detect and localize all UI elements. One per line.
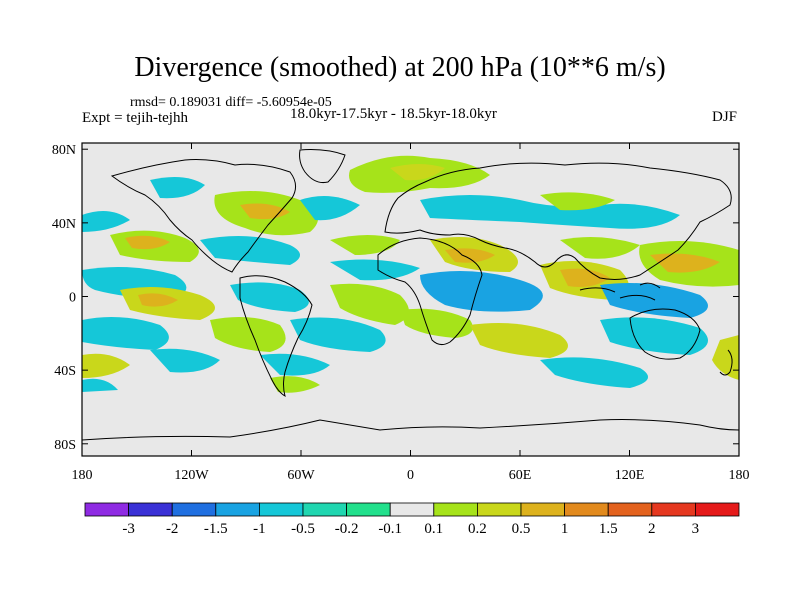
colorbar-swatch xyxy=(476,502,522,517)
field-patch xyxy=(260,353,330,376)
field-patch xyxy=(540,192,615,211)
field-patch xyxy=(560,268,610,287)
colorbar-swatch xyxy=(695,502,740,517)
field-patch xyxy=(400,308,473,338)
colorbar-swatch xyxy=(258,502,304,517)
field-patch xyxy=(600,282,708,318)
field-patch xyxy=(82,378,118,392)
colorbar-swatch xyxy=(302,502,347,517)
colorbar-label: -2 xyxy=(166,521,179,537)
field-patch xyxy=(330,283,409,325)
longitude-axis: 180 120W 60W 0 60E 120E 180 xyxy=(72,143,750,483)
lat-tick-label: 80S xyxy=(54,438,76,453)
colorbar-swatch xyxy=(171,502,217,517)
field-patch xyxy=(230,282,309,312)
coastline-new-zealand xyxy=(719,349,733,376)
colorbar-label: -1 xyxy=(253,521,266,537)
colorbar-label: 0.2 xyxy=(468,521,487,537)
stats-label: rmsd= 0.189031 diff= -5.60954e-05 xyxy=(130,95,332,110)
colorbar-label: 1.5 xyxy=(599,521,618,537)
colorbar-label: 3 xyxy=(692,521,700,537)
colorbar-label: 2 xyxy=(648,521,656,537)
coastline-north-america xyxy=(110,159,296,273)
field-patch xyxy=(600,317,708,355)
field-patch xyxy=(650,253,720,273)
field-patch xyxy=(300,196,360,221)
lon-tick-label: 180 xyxy=(729,468,750,483)
field-patch xyxy=(560,236,640,259)
colorbar-label: 0.5 xyxy=(512,521,531,537)
colorbar-label: -0.5 xyxy=(291,521,315,537)
coastline-australia xyxy=(629,308,701,360)
lat-tick-label: 80N xyxy=(52,143,76,158)
coastline-maritime-continent xyxy=(579,282,661,301)
field-patch xyxy=(270,376,320,393)
coastline-africa xyxy=(377,237,483,346)
divergence-field xyxy=(82,155,739,393)
coastlines xyxy=(82,149,739,441)
colorbar-swatch xyxy=(389,502,435,517)
colorbar-swatch xyxy=(564,502,609,517)
colorbar-label: 1 xyxy=(561,521,569,537)
coastline-greenland xyxy=(299,149,346,183)
field-patch xyxy=(445,248,495,263)
field-patch xyxy=(82,353,130,378)
colorbar-swatch xyxy=(215,502,260,517)
field-patch xyxy=(420,271,543,312)
colorbar-label: -3 xyxy=(122,521,135,537)
field-patch xyxy=(470,322,568,358)
colorbar-label: 0.1 xyxy=(424,521,443,537)
coastline-south-america xyxy=(239,275,313,398)
coastline-eurasia xyxy=(384,162,732,280)
field-patch xyxy=(712,335,739,380)
lon-tick-label: 0 xyxy=(407,468,414,483)
lat-tick-label: 40S xyxy=(54,364,76,379)
colorbar: -3 -2 -1.5 -1 -0.5 -0.2 -0.1 0.1 0.2 0.5 1 1.5 2 3 xyxy=(84,502,740,537)
field-patch xyxy=(210,316,286,352)
colorbar-swatch xyxy=(520,502,565,517)
colorbar-swatch xyxy=(651,502,696,517)
field-patch xyxy=(82,316,169,350)
colorbar-swatch xyxy=(346,502,391,517)
period-label: 18.0kyr-17.5kyr - 18.5kyr-18.0kyr xyxy=(290,106,497,122)
field-patch xyxy=(138,293,178,307)
lon-tick-label: 120W xyxy=(174,468,209,483)
colorbar-swatch xyxy=(433,502,478,517)
field-patch xyxy=(330,259,420,281)
field-patch xyxy=(420,195,680,229)
field-patch xyxy=(200,236,300,265)
field-patch xyxy=(150,348,220,373)
field-patch xyxy=(125,235,170,250)
colorbar-swatch xyxy=(128,502,173,517)
colorbar-label: -1.5 xyxy=(204,521,228,537)
lon-tick-label: 120E xyxy=(615,468,645,483)
colorbar-label: -0.1 xyxy=(378,521,402,537)
field-patch xyxy=(390,164,445,181)
lon-tick-label: 180 xyxy=(72,468,93,483)
lat-tick-label: 40N xyxy=(52,217,76,232)
colorbar-label: -0.2 xyxy=(335,521,359,537)
latitude-axis: 80N 40N 0 40S 80S xyxy=(52,143,739,453)
field-patch xyxy=(540,357,648,388)
lat-tick-label: 0 xyxy=(69,291,76,306)
colorbar-swatch xyxy=(84,502,129,517)
lon-tick-label: 60W xyxy=(287,468,315,483)
season-label: DJF xyxy=(712,109,738,125)
field-patch xyxy=(150,176,205,199)
field-patch xyxy=(82,211,130,232)
field-patch xyxy=(330,235,400,255)
field-patch xyxy=(290,317,386,352)
lon-tick-label: 60E xyxy=(509,468,532,483)
colorbar-swatch xyxy=(607,502,653,517)
coastline-antarctica xyxy=(82,419,739,441)
experiment-label: Expt = tejih-tejhh xyxy=(82,110,188,126)
plot-title: Divergence (smoothed) at 200 hPa (10**6 … xyxy=(134,52,666,83)
map-panel xyxy=(81,142,740,457)
